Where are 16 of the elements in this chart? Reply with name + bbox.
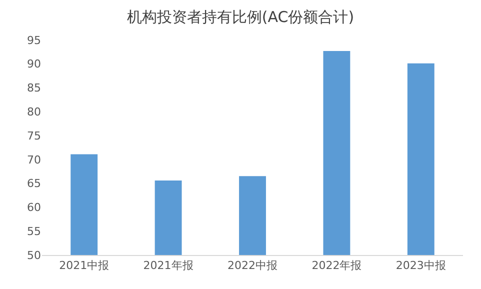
x-tick-label: 2022中报 — [228, 259, 278, 272]
x-tick-label: 2023中报 — [396, 259, 446, 272]
x-tick-label: 2021中报 — [59, 259, 110, 272]
y-tick-label: 85 — [27, 82, 41, 95]
y-tick-label: 80 — [27, 106, 41, 119]
chart-title: 机构投资者持有比例(AC份额合计) — [126, 8, 354, 26]
y-tick-label: 65 — [27, 177, 41, 190]
y-tick-label: 60 — [27, 201, 41, 214]
y-tick-label: 50 — [27, 248, 41, 262]
x-tick-label: 2021年报 — [143, 259, 194, 272]
y-tick-label: 90 — [27, 58, 41, 71]
y-tick-label: 55 — [27, 224, 41, 238]
y-tick-label: 95 — [27, 34, 41, 47]
y-tick-label: 70 — [27, 153, 41, 166]
x-tick-label: 2022年报 — [312, 259, 362, 272]
y-tick-label: 75 — [27, 129, 41, 142]
